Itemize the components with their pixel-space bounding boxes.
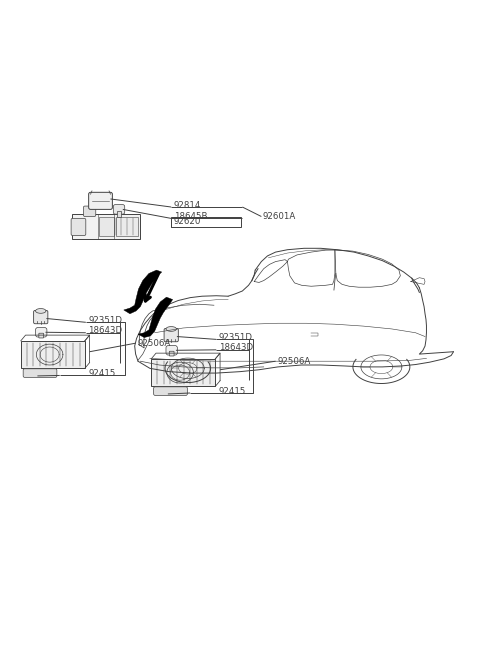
Text: 92351D: 92351D xyxy=(219,333,252,342)
FancyBboxPatch shape xyxy=(84,206,96,216)
FancyBboxPatch shape xyxy=(169,351,174,356)
FancyBboxPatch shape xyxy=(71,218,86,236)
Ellipse shape xyxy=(36,308,46,314)
Polygon shape xyxy=(124,270,162,314)
Text: 18643D: 18643D xyxy=(88,326,122,335)
Text: 92620: 92620 xyxy=(174,217,201,226)
FancyBboxPatch shape xyxy=(116,217,138,236)
Polygon shape xyxy=(138,297,173,337)
FancyBboxPatch shape xyxy=(89,192,112,209)
FancyBboxPatch shape xyxy=(21,341,85,368)
FancyBboxPatch shape xyxy=(36,327,47,337)
FancyBboxPatch shape xyxy=(34,310,48,323)
FancyBboxPatch shape xyxy=(151,359,216,386)
Text: 18645B: 18645B xyxy=(174,212,207,221)
Text: 92506A: 92506A xyxy=(137,338,171,348)
FancyBboxPatch shape xyxy=(117,211,121,217)
Text: 92415: 92415 xyxy=(219,386,246,396)
FancyBboxPatch shape xyxy=(23,369,57,377)
Text: 92814: 92814 xyxy=(174,201,201,210)
FancyBboxPatch shape xyxy=(99,217,114,236)
Text: 92506A: 92506A xyxy=(277,357,310,365)
FancyBboxPatch shape xyxy=(113,205,125,214)
Text: 92601A: 92601A xyxy=(263,212,296,221)
FancyBboxPatch shape xyxy=(166,346,178,355)
Text: 18643D: 18643D xyxy=(219,344,253,352)
Text: 92415: 92415 xyxy=(88,369,116,378)
FancyBboxPatch shape xyxy=(39,333,44,338)
Ellipse shape xyxy=(166,327,177,331)
FancyBboxPatch shape xyxy=(171,217,241,228)
FancyBboxPatch shape xyxy=(164,329,179,342)
FancyBboxPatch shape xyxy=(154,387,187,396)
FancyBboxPatch shape xyxy=(72,214,140,239)
Text: 92351D: 92351D xyxy=(88,316,122,325)
